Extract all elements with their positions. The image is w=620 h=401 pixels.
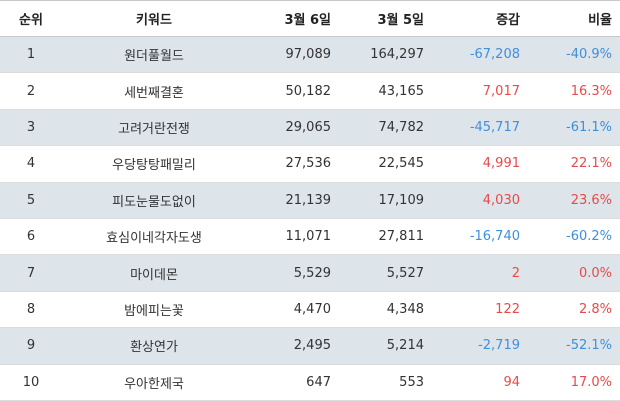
cell-keyword: 효심이네각자도생 <box>106 231 202 247</box>
cell-change: 2 <box>511 265 520 281</box>
table-row: 4 우당탕탕패밀리 27,536 22,545 4,991 22.1% <box>0 145 620 183</box>
table-row: 7 마이데몬 5,529 5,527 2 0.0% <box>0 254 620 292</box>
table-row: 1 원더풀월드 97,089 164,297 -67,208 -40.9% <box>0 36 620 73</box>
cell-keyword: 피도눈물도없이 <box>112 194 196 210</box>
table-header: 순위 키워드 3월 6일 3월 5일 증감 비율 <box>0 0 620 37</box>
table-row: 9 환상연가 2,495 5,214 -2,719 -52.1% <box>0 327 620 365</box>
cell-ratio: 22.1% <box>570 156 612 172</box>
cell-date1-value: 11,071 <box>285 229 332 245</box>
cell-rank: 4 <box>26 156 36 172</box>
cell-rank: 10 <box>22 374 40 390</box>
cell-change: -67,208 <box>469 47 520 63</box>
header-keyword: 키워드 <box>62 0 246 37</box>
cell-rank: 1 <box>26 47 36 63</box>
cell-date2-value: 22,545 <box>378 156 425 172</box>
cell-date2-value: 553 <box>399 374 424 390</box>
cell-change: -45,717 <box>469 119 520 135</box>
cell-date1-value: 50,182 <box>285 83 332 99</box>
cell-date1-value: 647 <box>306 374 331 390</box>
cell-keyword: 세번째결혼 <box>124 85 184 101</box>
cell-rank: 6 <box>26 229 36 245</box>
cell-keyword: 고려거란전쟁 <box>118 121 190 137</box>
cell-date2-value: 27,811 <box>378 229 425 245</box>
cell-date1-value: 97,089 <box>285 47 332 63</box>
cell-rank: 5 <box>26 192 36 208</box>
header-date-mar6: 3월 6일 <box>246 0 339 37</box>
cell-ratio: -61.1% <box>566 119 612 135</box>
cell-rank: 9 <box>26 338 36 354</box>
cell-rank: 2 <box>26 83 36 99</box>
header-row: 순위 키워드 3월 6일 3월 5일 증감 비율 <box>0 0 620 37</box>
cell-change: 4,991 <box>482 156 520 172</box>
table-row: 6 효심이네각자도생 11,071 27,811 -16,740 -60.2% <box>0 218 620 255</box>
header-date-mar5: 3월 5일 <box>339 0 432 37</box>
cell-change: -16,740 <box>469 229 520 245</box>
cell-keyword: 원더풀월드 <box>124 49 184 65</box>
cell-rank: 3 <box>26 119 36 135</box>
table-body: 1 원더풀월드 97,089 164,297 -67,208 -40.9% 2 … <box>0 36 620 401</box>
cell-date2-value: 164,297 <box>370 47 424 63</box>
header-rank: 순위 <box>0 0 62 37</box>
cell-change: -2,719 <box>478 338 520 354</box>
cell-date1-value: 27,536 <box>285 156 332 172</box>
cell-ratio: -60.2% <box>566 229 612 245</box>
cell-date2-value: 5,527 <box>386 265 424 281</box>
cell-rank: 8 <box>26 301 36 317</box>
cell-date1-value: 29,065 <box>285 119 332 135</box>
cell-ratio: -40.9% <box>566 47 612 63</box>
cell-ratio: 0.0% <box>578 265 612 281</box>
cell-keyword: 우아한제국 <box>124 376 184 392</box>
cell-date2-value: 74,782 <box>378 119 425 135</box>
header-ratio: 비율 <box>528 0 620 37</box>
cell-date2-value: 43,165 <box>378 83 425 99</box>
cell-date1-value: 5,529 <box>293 265 331 281</box>
table-row: 5 피도눈물도없이 21,139 17,109 4,030 23.6% <box>0 182 620 219</box>
cell-date2-value: 17,109 <box>378 192 425 208</box>
cell-keyword: 우당탕탕패밀리 <box>112 158 196 174</box>
cell-keyword: 밤에피는꽃 <box>124 303 184 319</box>
cell-date1-value: 2,495 <box>293 338 331 354</box>
cell-ratio: 2.8% <box>578 301 612 317</box>
cell-date1-value: 4,470 <box>293 301 331 317</box>
table-row: 2 세번째결혼 50,182 43,165 7,017 16.3% <box>0 72 620 110</box>
cell-ratio: -52.1% <box>566 338 612 354</box>
cell-change: 7,017 <box>482 83 520 99</box>
cell-date1-value: 21,139 <box>285 192 332 208</box>
cell-date2-value: 5,214 <box>386 338 424 354</box>
cell-keyword: 마이데몬 <box>130 267 178 283</box>
cell-ratio: 17.0% <box>570 374 612 390</box>
table-row: 10 우아한제국 647 553 94 17.0% <box>0 364 620 401</box>
cell-date2-value: 4,348 <box>386 301 424 317</box>
table-row: 8 밤에피는꽃 4,470 4,348 122 2.8% <box>0 291 620 328</box>
cell-keyword: 환상연가 <box>130 340 178 356</box>
table-row: 3 고려거란전쟁 29,065 74,782 -45,717 -61.1% <box>0 109 620 146</box>
cell-ratio: 16.3% <box>570 83 612 99</box>
cell-rank: 7 <box>26 265 36 281</box>
cell-change: 4,030 <box>482 192 520 208</box>
header-change: 증감 <box>432 0 528 37</box>
cell-change: 94 <box>503 374 520 390</box>
cell-change: 122 <box>495 301 520 317</box>
cell-ratio: 23.6% <box>570 192 612 208</box>
